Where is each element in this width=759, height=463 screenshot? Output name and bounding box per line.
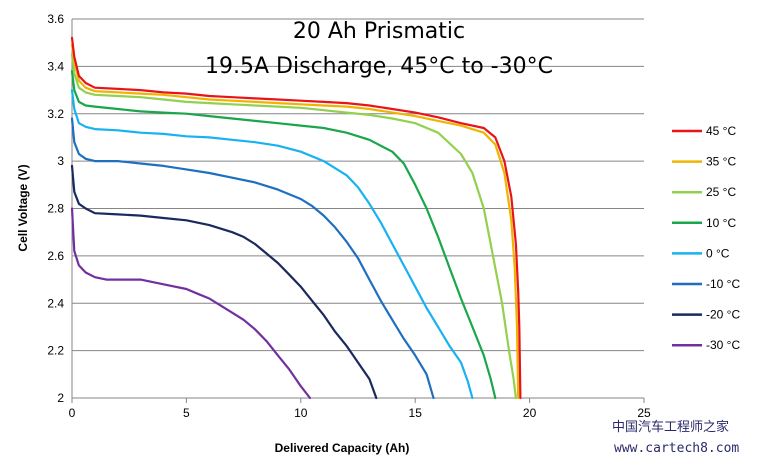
legend-label-7: -30 °C	[706, 338, 740, 352]
x-tick-label: 0	[69, 406, 76, 420]
chart-title-line-2: 19.5A Discharge, 45°C to -30°C	[205, 54, 553, 79]
legend-label-3: 10 °C	[706, 216, 736, 230]
y-tick-label: 2.2	[47, 344, 64, 358]
series-lines	[70, 36, 522, 400]
watermark-line-1: 中国汽车工程师之家	[612, 419, 729, 435]
x-axis-title: Delivered Capacity (Ah)	[275, 441, 410, 455]
legend-label-5: -10 °C	[706, 277, 740, 291]
legend-label-0: 45 °C	[706, 124, 736, 138]
y-tick-label: 2	[57, 391, 64, 405]
watermark-line-2: www.cartech8.com	[614, 441, 739, 456]
chart-title-line-1: 20 Ah Prismatic	[293, 19, 465, 44]
series-line-5	[70, 117, 435, 400]
y-axis-title: Cell Voltage (V)	[16, 164, 30, 251]
y-tick-label: 2.8	[47, 202, 64, 216]
series-line-3	[70, 69, 497, 400]
x-tick-label: 5	[183, 406, 190, 420]
y-tick-label: 2.4	[47, 296, 64, 310]
x-tick-label: 20	[523, 406, 537, 420]
y-tick-label: 2.6	[47, 249, 64, 263]
x-tick-label: 25	[637, 406, 651, 420]
legend-label-6: -20 °C	[706, 308, 740, 322]
y-tick-label: 3.4	[47, 59, 64, 73]
legend: 45 °C 35 °C 25 °C 10 °C 0 °C -10 °C -20 °C -30 …	[672, 124, 740, 352]
series-line-6	[70, 164, 378, 400]
y-tick-label: 3	[57, 154, 64, 168]
series-line-7	[70, 207, 312, 400]
y-tick-label: 3.6	[47, 12, 64, 26]
tick-labels: 2 2.2 2.4 2.6 2.8 3 3.2 3.4 3.6 0 5 10 15 20 25	[47, 12, 651, 420]
series-line-4	[70, 88, 474, 400]
y-tick-label: 3.2	[47, 107, 64, 121]
x-tick-label: 10	[294, 406, 308, 420]
watermark: 中国汽车工程师之家 www.cartech8.com	[612, 419, 739, 456]
legend-label-1: 35 °C	[706, 155, 736, 169]
series-line-1	[70, 43, 520, 400]
x-tick-label: 15	[409, 406, 423, 420]
legend-label-2: 25 °C	[706, 185, 736, 199]
legend-label-4: 0 °C	[706, 246, 730, 260]
series-line-2	[70, 53, 518, 400]
series-line-0	[70, 36, 522, 400]
